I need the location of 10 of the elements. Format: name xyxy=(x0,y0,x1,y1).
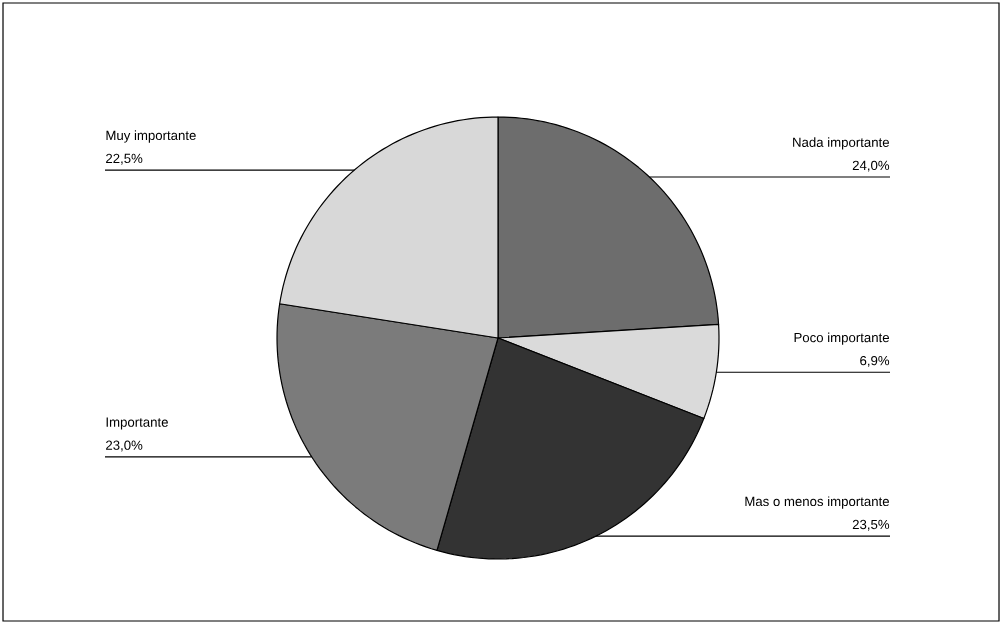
data-label: 23,5% xyxy=(852,519,890,531)
data-label: 23,0% xyxy=(106,440,143,452)
data-label: 6,9% xyxy=(860,355,890,367)
slice-label: Poco importante xyxy=(794,332,889,345)
slice-label: Nada importante xyxy=(793,137,889,150)
data-label: 24,0% xyxy=(852,160,890,172)
slice-label: Muy importante xyxy=(106,130,196,143)
slice-label: Importante xyxy=(106,417,168,430)
slice-label: Mas o menos importante xyxy=(745,496,889,509)
data-label: 22,5% xyxy=(106,153,143,165)
